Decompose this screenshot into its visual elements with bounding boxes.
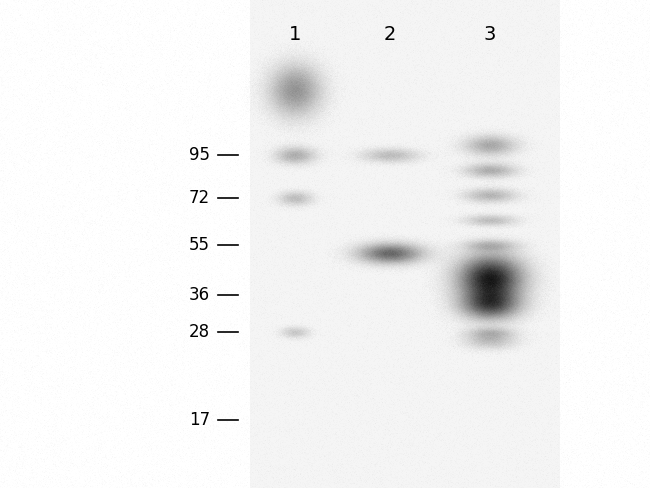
Text: 72: 72 <box>189 189 210 207</box>
Text: 36: 36 <box>189 286 210 304</box>
Text: 2: 2 <box>384 25 396 44</box>
Text: 3: 3 <box>484 25 496 44</box>
Text: 28: 28 <box>189 323 210 341</box>
Text: 95: 95 <box>189 146 210 164</box>
Text: 1: 1 <box>289 25 301 44</box>
Text: 55: 55 <box>189 236 210 254</box>
Text: 17: 17 <box>189 411 210 429</box>
